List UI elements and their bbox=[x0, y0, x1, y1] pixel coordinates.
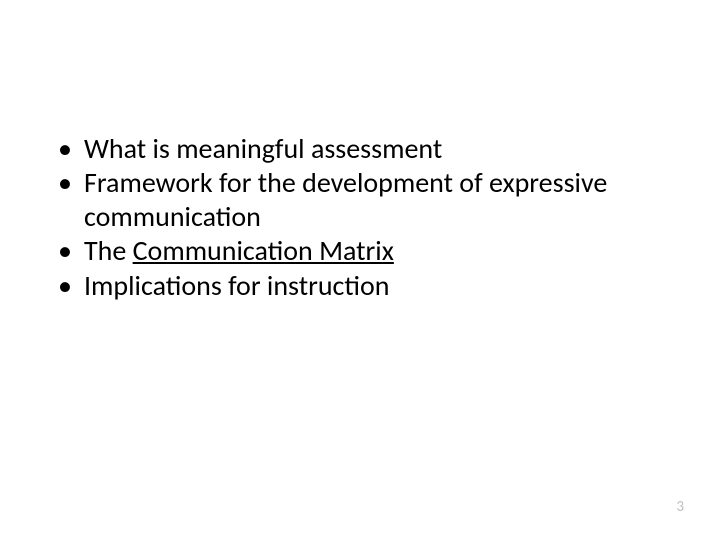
list-item: Framework for the development of express… bbox=[50, 166, 670, 234]
bullet-text-prefix: The bbox=[84, 233, 133, 268]
list-item: What is meaningful assessment bbox=[50, 132, 670, 166]
bullet-list: What is meaningful assessment Framework … bbox=[50, 132, 670, 303]
list-item: Implications for instruction bbox=[50, 269, 670, 303]
page-number: 3 bbox=[676, 498, 684, 516]
bullet-text-prefix: Framework for the development of express… bbox=[84, 165, 607, 234]
bullet-text-underlined: Communication Matrix bbox=[133, 233, 394, 268]
bullet-text-prefix: What is meaningful assessment bbox=[84, 131, 442, 166]
bullet-text-prefix: Implications for instruction bbox=[84, 268, 389, 303]
slide: What is meaningful assessment Framework … bbox=[0, 0, 720, 540]
content-area: What is meaningful assessment Framework … bbox=[50, 132, 670, 303]
list-item: The Communication Matrix bbox=[50, 234, 670, 268]
